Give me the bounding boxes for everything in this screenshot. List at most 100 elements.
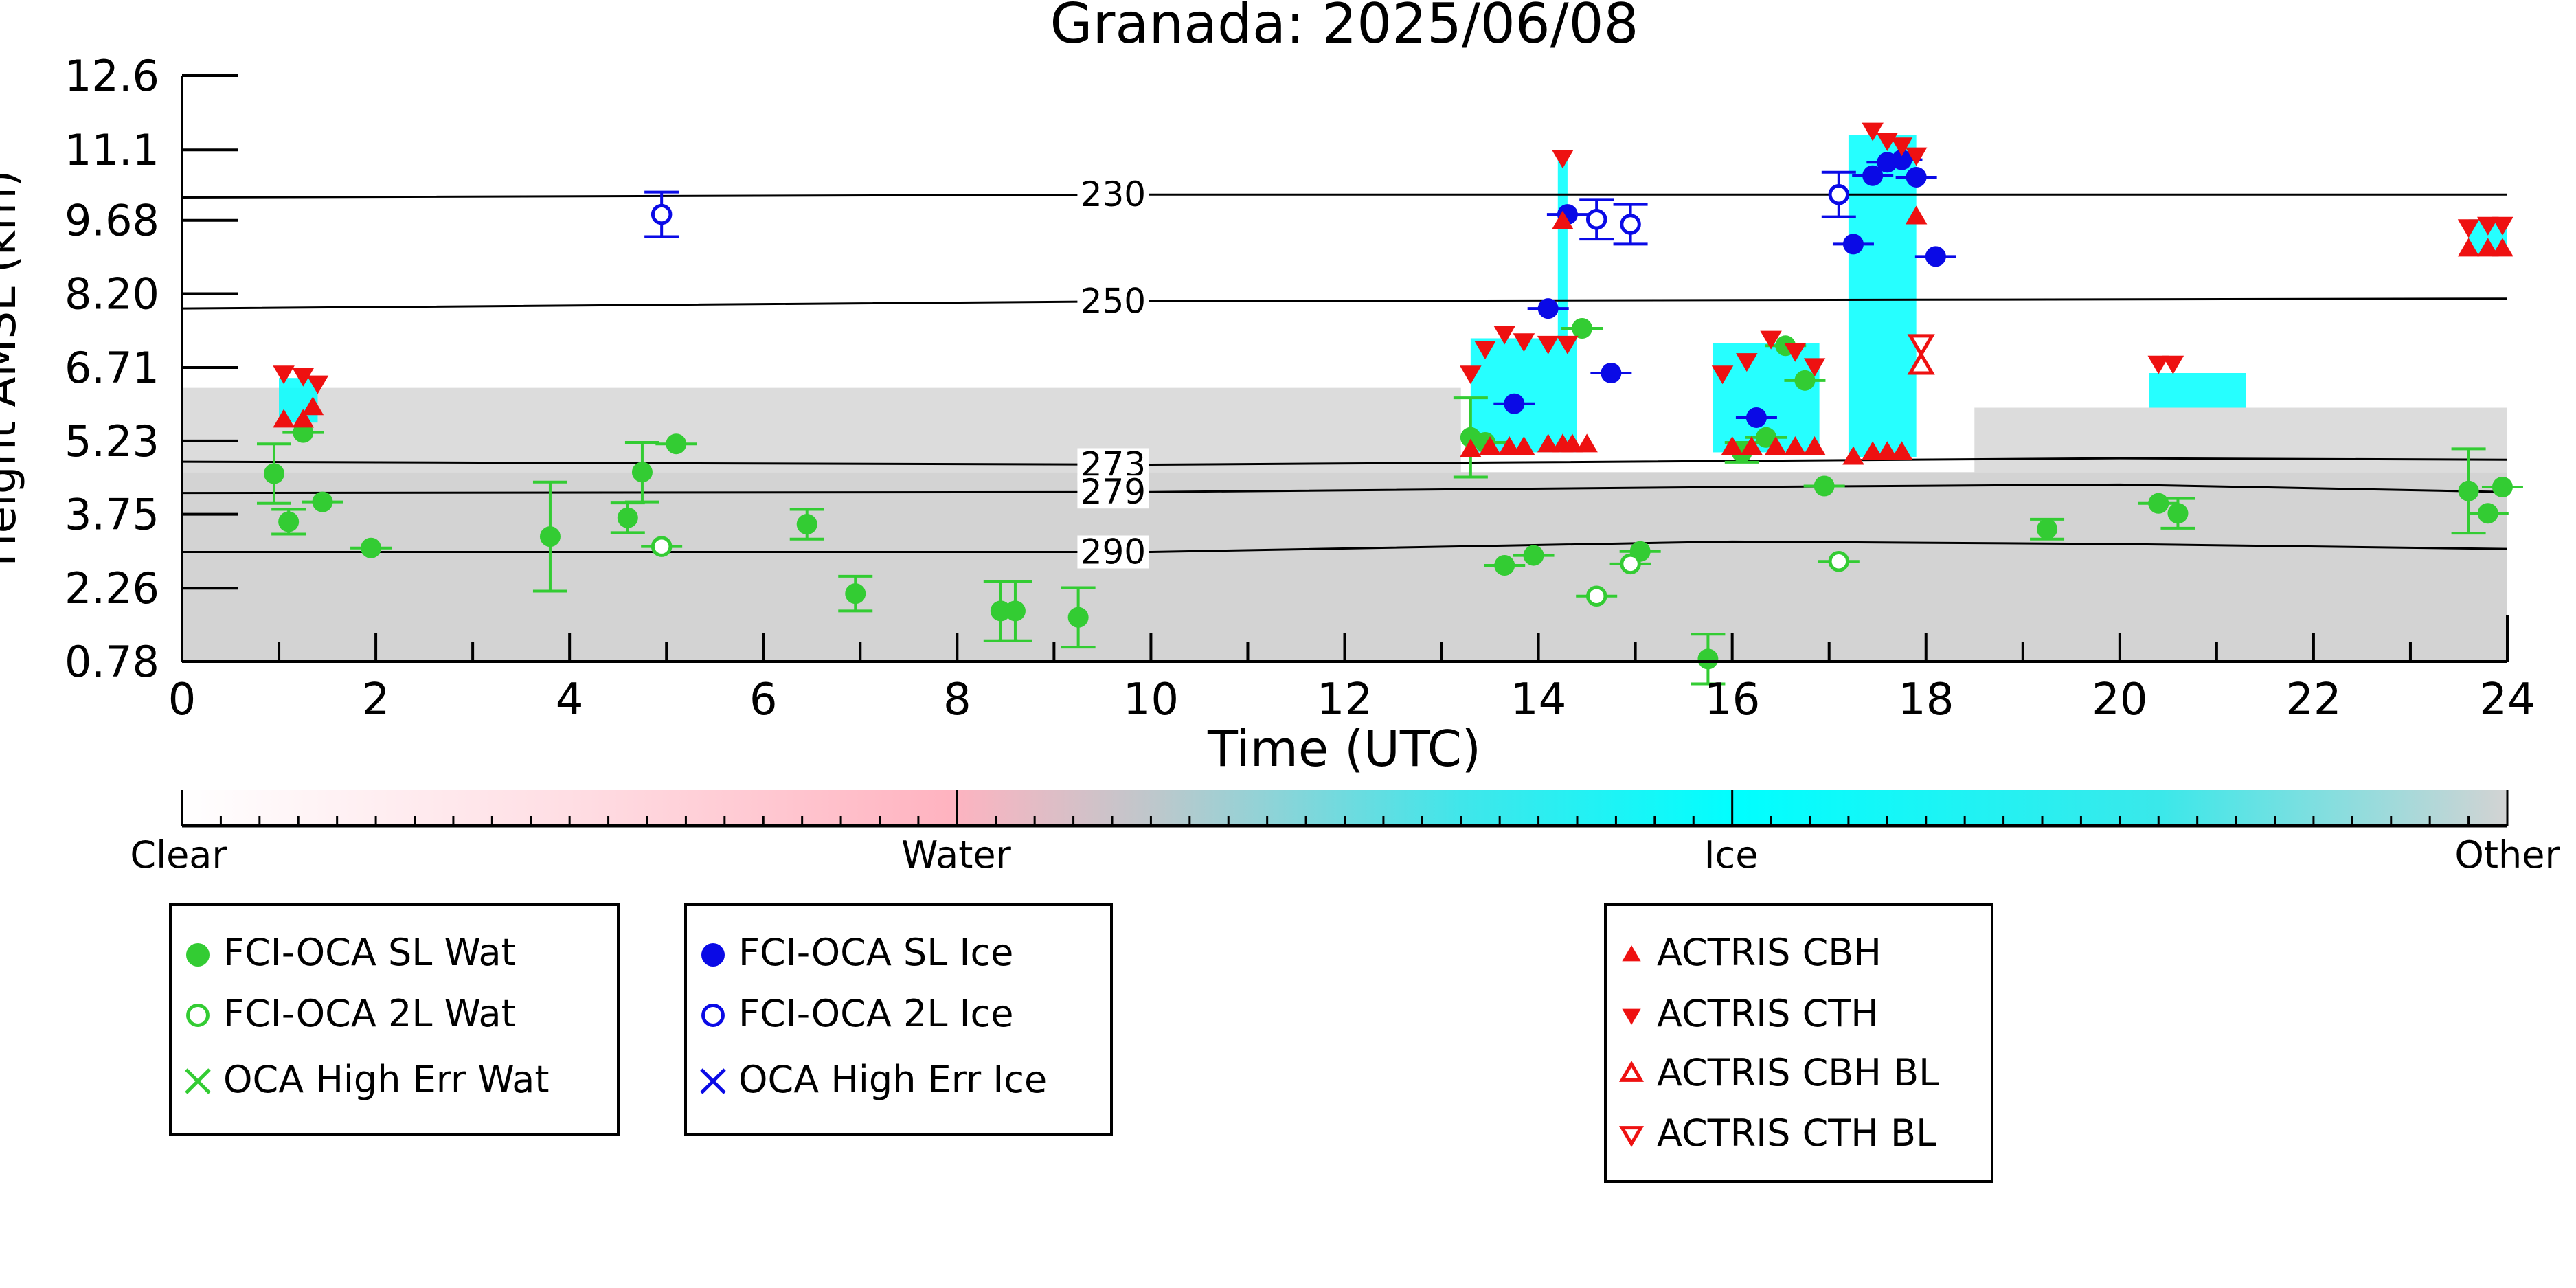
isotherm-290-label-bg bbox=[1077, 535, 1149, 569]
data-point bbox=[1004, 600, 1026, 622]
classification-other-region bbox=[182, 387, 1461, 473]
chart-title: Granada: 2025/06/08 bbox=[1050, 0, 1639, 56]
data-point bbox=[1890, 137, 1913, 157]
data-point bbox=[1842, 446, 1864, 465]
legend-ice: FCI-OCA SL Ice FCI-OCA 2L Ice OCA High E… bbox=[684, 903, 1113, 1136]
data-point bbox=[1585, 209, 1607, 230]
data-point bbox=[1760, 330, 1782, 350]
legend-label-actris-cbh-bl: ACTRIS CBH BL bbox=[1657, 1051, 1939, 1094]
data-point bbox=[1697, 648, 1719, 670]
data-point bbox=[1557, 335, 1579, 354]
isotherm-273-line bbox=[182, 457, 2507, 466]
y-tick-label: 8.20 bbox=[65, 269, 159, 319]
series-fci-oca-sl-wat bbox=[256, 318, 2523, 686]
data-point bbox=[2148, 493, 2169, 514]
legend-marker-higherr-ice bbox=[700, 1068, 726, 1094]
data-point bbox=[312, 491, 333, 512]
isotherm-230-label-bg bbox=[1077, 178, 1149, 212]
data-point bbox=[1585, 585, 1607, 607]
data-point bbox=[1828, 183, 1850, 205]
series-fci-oca-sl-ice bbox=[1493, 149, 1956, 428]
data-point bbox=[1745, 407, 1767, 428]
plot-background bbox=[182, 135, 2507, 662]
data-point bbox=[1736, 353, 1758, 372]
data-point bbox=[1601, 362, 1622, 383]
data-point bbox=[1765, 436, 1787, 455]
legend-marker-sl-wat bbox=[186, 943, 210, 967]
data-point bbox=[1460, 438, 1482, 457]
legend-actris-box bbox=[1604, 903, 1993, 1183]
data-point bbox=[263, 463, 284, 484]
isotherm-279-label: 279 bbox=[1081, 472, 1146, 512]
legend-water-box bbox=[169, 903, 620, 1136]
isotherm-250-label-bg bbox=[1077, 284, 1149, 318]
data-point bbox=[1537, 335, 1559, 354]
data-point bbox=[1513, 333, 1535, 352]
data-point bbox=[2492, 238, 2513, 257]
data-point bbox=[273, 365, 295, 385]
data-point bbox=[273, 409, 295, 428]
isotherm-230-line bbox=[182, 193, 2507, 199]
legend-label-sl-wat: FCI-OCA SL Wat bbox=[223, 931, 516, 974]
legend-symbol bbox=[701, 1004, 725, 1027]
data-point bbox=[651, 536, 673, 557]
isotherm-250-line bbox=[182, 297, 2507, 310]
data-point bbox=[1862, 441, 1884, 460]
legend-label-higherr-ice: OCA High Err Ice bbox=[738, 1058, 1047, 1101]
series-fci-oca-2l-wat bbox=[641, 536, 1860, 607]
data-point bbox=[666, 433, 687, 455]
data-point bbox=[2147, 355, 2169, 374]
data-point bbox=[2162, 355, 2184, 374]
legend-symbol bbox=[1622, 1008, 1641, 1026]
legend-marker-higherr-wat bbox=[185, 1068, 211, 1094]
colorbar-ticks bbox=[181, 790, 2509, 826]
data-point bbox=[651, 203, 673, 225]
isotherm-290-label: 290 bbox=[1081, 532, 1146, 572]
legend-symbol bbox=[186, 943, 210, 967]
legend-symbol bbox=[700, 1068, 726, 1094]
x-axis-label: Time (UTC) bbox=[1207, 720, 1481, 778]
legend-marker-actris-cbh-bl bbox=[1618, 1060, 1645, 1082]
data-point bbox=[2457, 219, 2480, 238]
classification-other-region bbox=[1974, 407, 2507, 473]
data-point bbox=[1576, 433, 1598, 453]
legend-marker-actris-cbh bbox=[1622, 945, 1641, 962]
data-point bbox=[2458, 480, 2479, 501]
x-tick-label: 4 bbox=[556, 675, 584, 725]
legend-label-actris-cbh: ACTRIS CBH bbox=[1657, 931, 1882, 974]
legend-symbol bbox=[186, 1004, 210, 1027]
data-point bbox=[1906, 166, 1927, 188]
data-point bbox=[1620, 553, 1641, 575]
x-tick-label: 24 bbox=[2479, 675, 2535, 725]
data-point bbox=[1803, 358, 1826, 377]
data-point bbox=[1537, 433, 1559, 453]
isotherm-279-line bbox=[182, 483, 2507, 495]
data-point bbox=[2477, 216, 2499, 236]
data-point bbox=[292, 409, 315, 428]
data-point bbox=[1552, 210, 1574, 229]
data-point bbox=[1794, 370, 1816, 391]
legend-symbol bbox=[701, 943, 725, 967]
colorbar-label-water: Water bbox=[901, 833, 1011, 877]
data-point bbox=[1876, 133, 1899, 152]
data-point bbox=[539, 526, 561, 547]
data-point bbox=[1561, 433, 1583, 453]
classification-ice-region bbox=[1557, 150, 1568, 339]
data-point bbox=[1890, 441, 1913, 460]
data-point bbox=[1907, 351, 1935, 375]
data-point bbox=[1620, 214, 1641, 235]
y-tick-label: 9.68 bbox=[65, 196, 159, 246]
y-tick-label: 11.1 bbox=[65, 125, 159, 175]
y-tick-label: 12.6 bbox=[65, 51, 159, 101]
x-axis-ticks: 0 2 4 6 8 10 12 14 16 18 20 22 24 bbox=[168, 633, 2535, 725]
data-point bbox=[1905, 205, 1928, 225]
data-point bbox=[278, 511, 300, 532]
legend-label-actris-cth-bl: ACTRIS CTH BL bbox=[1657, 1111, 1936, 1155]
data-point bbox=[1537, 298, 1559, 319]
colorbar-label-other: Other bbox=[2454, 833, 2560, 877]
data-point bbox=[1067, 607, 1089, 628]
data-point bbox=[1494, 554, 1515, 576]
y-tick-label: 0.78 bbox=[65, 637, 159, 687]
legend-label-2l-wat: FCI-OCA 2L Wat bbox=[223, 992, 516, 1035]
